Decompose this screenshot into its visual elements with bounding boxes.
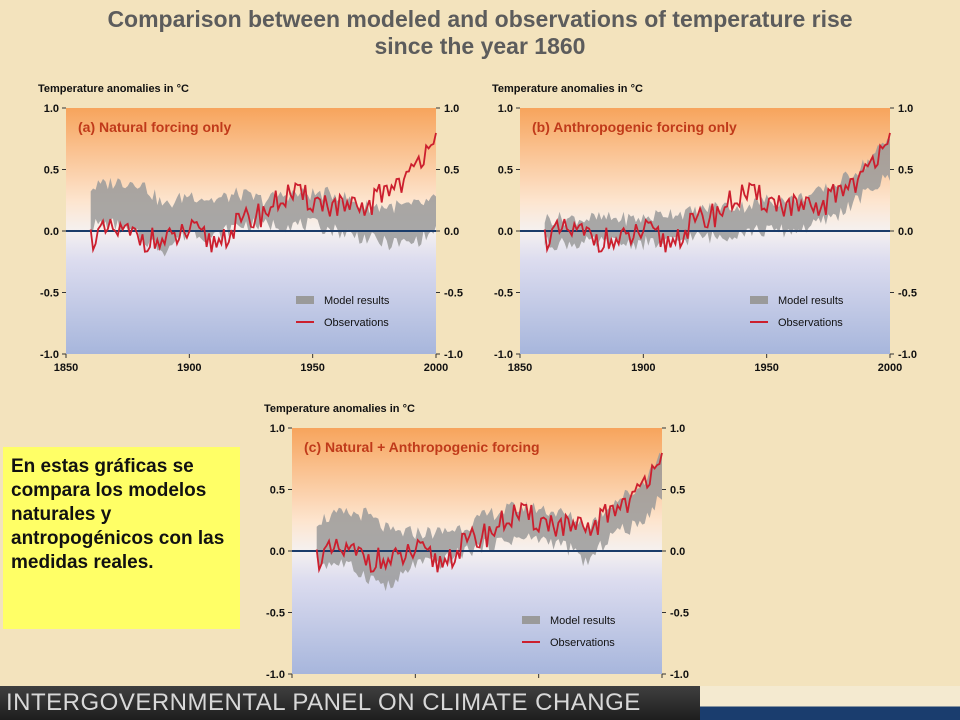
chart-b-ytick-label-right: -0.5: [898, 288, 917, 300]
chart-a-ytick-label-right: 0.5: [444, 165, 459, 177]
chart-a-ytick-label-left: -1.0: [40, 349, 59, 361]
chart-panel-b: Temperature anomalies in °C (b) Anthropog…: [472, 72, 932, 392]
footer-accent-bar: [700, 686, 960, 720]
chart-c-legend-obs-label: Observations: [550, 637, 615, 649]
chart-c-ytick-label-right: 0.0: [670, 546, 685, 558]
chart-b-legend-model-swatch: [750, 296, 768, 304]
chart-b-ytick-label-left: 1.0: [498, 103, 513, 115]
chart-c-legend-model-swatch: [522, 616, 540, 624]
chart-b-xtick-label: 1850: [508, 362, 532, 374]
chart-c-legend-model-label: Model results: [550, 615, 616, 627]
chart-a-ytick-label-right: 1.0: [444, 103, 459, 115]
chart-c-svg: Temperature anomalies in °C (c) Natural +…: [264, 403, 689, 681]
title-line-1: Comparison between modeled and observati…: [107, 6, 853, 32]
chart-panel-a: Temperature anomalies in °C (a) Natural f…: [18, 72, 478, 392]
chart-c-ytick-label-left: 0.5: [270, 485, 285, 497]
chart-c-ylabel: Temperature anomalies in °C: [264, 403, 415, 415]
chart-a-legend-model-swatch: [296, 296, 314, 304]
chart-a-legend-model-label: Model results: [324, 295, 390, 307]
chart-b-ytick-label-left: 0.5: [498, 165, 513, 177]
chart-a-ytick-label-right: 0.0: [444, 226, 459, 238]
chart-b-legend-model-label: Model results: [778, 295, 844, 307]
chart-a-ytick-label-left: -0.5: [40, 288, 59, 300]
page-title: Comparison between modeled and observati…: [0, 6, 960, 60]
chart-b-ytick-label-right: -1.0: [898, 349, 917, 361]
chart-a-ytick-label-left: 1.0: [44, 103, 59, 115]
chart-a-ytick-label-right: -1.0: [444, 349, 463, 361]
chart-b-ytick-label-left: 0.0: [498, 226, 513, 238]
chart-c-ytick-label-right: 1.0: [670, 423, 685, 435]
chart-c-ytick-label-right: -0.5: [670, 608, 689, 620]
chart-c-ytick-label-left: -0.5: [266, 608, 285, 620]
chart-b-ytick-label-right: 0.5: [898, 165, 913, 177]
chart-a-panel-title: (a) Natural forcing only: [78, 119, 231, 135]
chart-c-ytick-label-left: 1.0: [270, 423, 285, 435]
chart-a-xtick-label: 2000: [424, 362, 448, 374]
chart-b-legend-obs-label: Observations: [778, 317, 843, 329]
chart-b-ytick-label-right: 0.0: [898, 226, 913, 238]
chart-a-xtick-label: 1900: [177, 362, 201, 374]
chart-c-model-band: [316, 452, 662, 592]
chart-a-xtick-label: 1850: [54, 362, 78, 374]
chart-b-xtick-label: 1900: [631, 362, 655, 374]
chart-a-legend-obs-label: Observations: [324, 317, 389, 329]
chart-c-ytick-label-right: -1.0: [670, 669, 689, 681]
callout-note: En estas gráficas se compara los modelos…: [3, 447, 240, 629]
chart-a-xtick-label: 1950: [300, 362, 324, 374]
chart-b-ytick-label-left: -1.0: [494, 349, 513, 361]
chart-b-xtick-label: 2000: [878, 362, 902, 374]
chart-c-ytick-label-left: -1.0: [266, 669, 285, 681]
chart-b-panel-title: (b) Anthropogenic forcing only: [532, 119, 737, 135]
chart-b-model-band: [544, 138, 890, 251]
chart-panel-c: Temperature anomalies in °C (c) Natural +…: [244, 392, 704, 712]
chart-c-ytick-label-right: 0.5: [670, 485, 685, 497]
chart-b-ytick-label-left: -0.5: [494, 288, 513, 300]
chart-a-ylabel: Temperature anomalies in °C: [38, 83, 189, 95]
chart-b-observations-line: [543, 132, 891, 254]
chart-c-ytick-label-left: 0.0: [270, 546, 285, 558]
chart-a-observations-line: [89, 132, 437, 254]
chart-a-model-band: [90, 177, 436, 257]
chart-a-ytick-label-right: -0.5: [444, 288, 463, 300]
chart-a-svg: Temperature anomalies in °C (a) Natural f…: [38, 83, 463, 374]
chart-c-observations-line: [315, 452, 663, 574]
chart-c-panel-title: (c) Natural + Anthropogenic forcing: [304, 439, 540, 455]
title-line-2: since the year 1860: [374, 33, 586, 59]
chart-b-ylabel: Temperature anomalies in °C: [492, 83, 643, 95]
chart-b-ytick-label-right: 1.0: [898, 103, 913, 115]
chart-a-ytick-label-left: 0.0: [44, 226, 59, 238]
footer-bar: INTERGOVERNMENTAL PANEL ON CLIMATE CHANG…: [0, 686, 700, 720]
chart-b-svg: Temperature anomalies in °C (b) Anthropog…: [492, 83, 917, 374]
footer-org-name: INTERGOVERNMENTAL PANEL ON CLIMATE CHANG…: [6, 689, 641, 716]
chart-a-ytick-label-left: 0.5: [44, 165, 59, 177]
chart-b-xtick-label: 1950: [754, 362, 778, 374]
